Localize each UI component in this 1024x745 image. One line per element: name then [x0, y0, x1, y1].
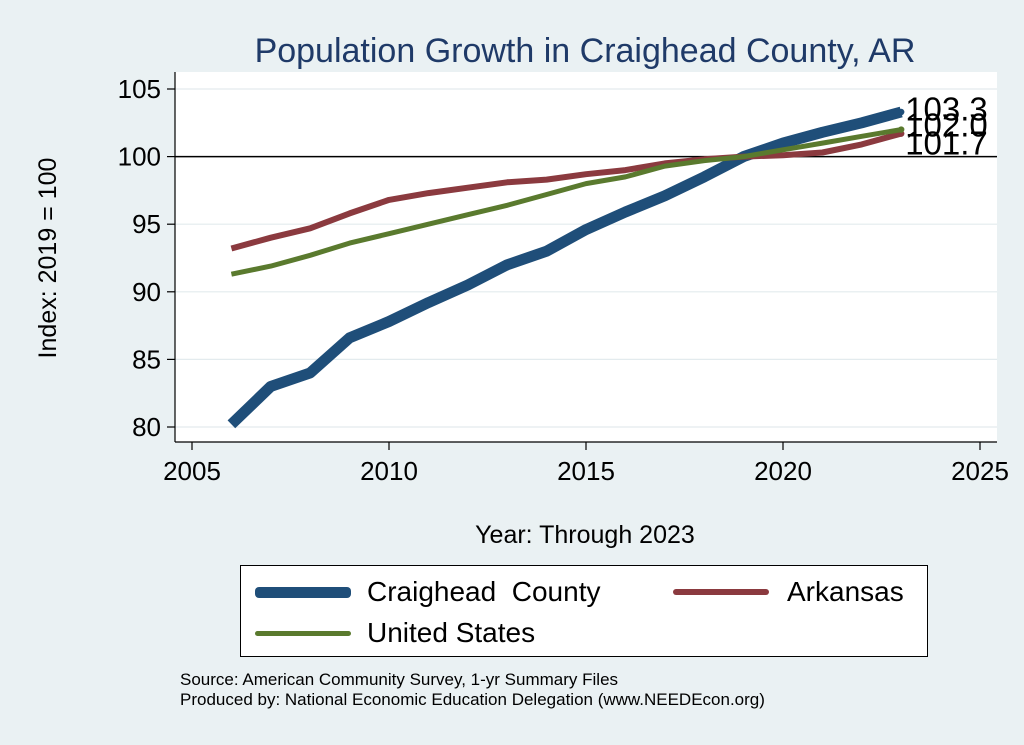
legend-swatch-united-states [255, 630, 351, 636]
x-tick-label: 2005 [163, 456, 221, 486]
y-tick-label: 95 [132, 209, 161, 239]
end-label-craighead-county: 103.3 [905, 91, 988, 128]
legend-item-craighead-county: Craighead County [255, 576, 600, 608]
end-point-craighead-county [898, 108, 905, 116]
legend-swatch-craighead [255, 586, 351, 598]
legend-label-arkansas: Arkansas [787, 576, 904, 607]
legend-label-craighead: Craighead County [367, 576, 601, 607]
axes: 80 85 90 95 100 105 2005 2010 2015 2020 2025 [118, 72, 1009, 486]
legend-item-united-states: United States [255, 617, 535, 649]
x-tick-label: 2015 [557, 456, 615, 486]
y-tick-label: 80 [132, 412, 161, 442]
y-tick-label: 100 [118, 142, 161, 172]
x-tick-label: 2020 [754, 456, 812, 486]
x-axis-label: Year: Through 2023 [475, 521, 695, 549]
producer-line: Produced by: National Economic Education… [180, 690, 765, 709]
x-tick-label: 2010 [360, 456, 418, 486]
y-tick-label: 90 [132, 277, 161, 307]
legend-label-united-states: United States [367, 617, 536, 648]
series-line-united-states [230, 127, 902, 277]
x-tick-label: 2025 [951, 456, 1009, 486]
end-point-united-states [898, 126, 905, 133]
y-axis-label: Index: 2019 = 100 [34, 158, 62, 359]
source-line: Source: American Community Survey, 1-yr … [180, 670, 619, 689]
legend-swatch-arkansas [673, 589, 769, 595]
source-note: Source: American Community Survey, 1-yr … [180, 670, 765, 710]
chart-title: Population Growth in Craighead County, A… [255, 32, 916, 70]
y-tick-label: 105 [118, 74, 161, 104]
legend-item-arkansas: Arkansas [673, 576, 904, 608]
series-line-craighead-county [227, 106, 903, 429]
legend: Craighead County Arkansas United States [240, 565, 928, 657]
end-label-arkansas: 101.7 [905, 124, 988, 161]
end-label-united-states: 102.0 [905, 106, 988, 143]
y-tick-label: 85 [132, 344, 161, 374]
series-line-arkansas [230, 130, 902, 252]
series-lines [227, 106, 905, 429]
